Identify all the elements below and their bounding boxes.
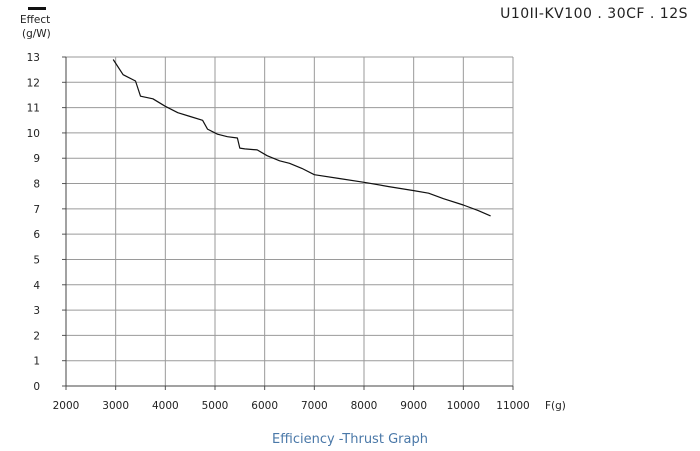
series bbox=[112, 59, 491, 217]
x-tick-label: 3000 bbox=[102, 400, 129, 412]
y-axis-label-line2: (g/W) bbox=[22, 28, 51, 40]
axes bbox=[62, 56, 514, 390]
y-tick-label: 13 bbox=[27, 52, 40, 64]
grid bbox=[65, 56, 514, 387]
x-tick-labels: 2000 3000 4000 5000 6000 7000 8000 9000 10000 110… bbox=[53, 400, 530, 412]
x-tick-label: 11000 bbox=[496, 400, 529, 412]
y-tick-label: 4 bbox=[33, 280, 40, 292]
chart-caption: Efficiency -Thrust Graph bbox=[272, 432, 428, 447]
y-tick-label: 5 bbox=[33, 254, 40, 266]
y-tick-label: 9 bbox=[33, 153, 40, 165]
y-tick-label: 1 bbox=[33, 356, 40, 368]
y-tick-label: 6 bbox=[33, 229, 40, 241]
y-tick-label: 7 bbox=[33, 204, 40, 216]
x-tick-label: 2000 bbox=[53, 400, 80, 412]
model-title: U10II-KV100 . 30CF . 12S bbox=[500, 6, 688, 22]
efficiency-series-line bbox=[112, 59, 491, 217]
x-tick-label: 10000 bbox=[447, 400, 480, 412]
y-tick-label: 8 bbox=[33, 179, 40, 191]
y-tick-label: 11 bbox=[27, 103, 40, 115]
y-tick-label: 12 bbox=[27, 77, 40, 89]
y-tick-label: 2 bbox=[33, 330, 40, 342]
x-tick-label: 5000 bbox=[202, 400, 229, 412]
x-tick-label: 8000 bbox=[351, 400, 378, 412]
x-axis-label: F(g) bbox=[545, 400, 566, 412]
x-tick-label: 7000 bbox=[301, 400, 328, 412]
y-tick-label: 3 bbox=[33, 305, 40, 317]
x-tick-label: 9000 bbox=[400, 400, 427, 412]
y-tick-label: 10 bbox=[27, 128, 40, 140]
x-tick-label: 4000 bbox=[152, 400, 179, 412]
y-axis-label-line1: Effect bbox=[20, 14, 51, 26]
y-tick-label: 0 bbox=[33, 381, 40, 393]
legend-swatch bbox=[28, 7, 46, 10]
x-tick-label: 6000 bbox=[251, 400, 278, 412]
